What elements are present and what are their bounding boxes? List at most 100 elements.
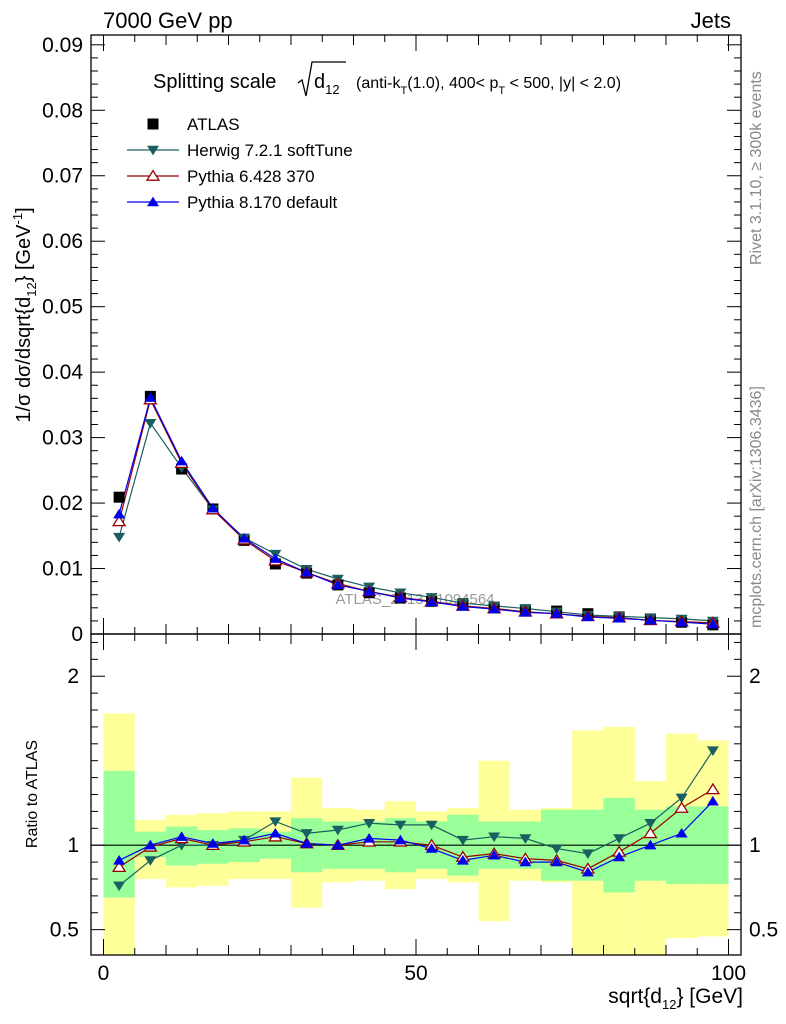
ratio-point-0-8 [363, 819, 376, 829]
main-point-1-0 [113, 532, 126, 543]
main-ytick-label: 0.08 [42, 99, 83, 122]
main-ylabel: 1/σ dσ/dsqrt{d12} [GeV-1] [10, 207, 39, 422]
ratio-point-0-1 [144, 856, 157, 866]
main-ytick-label: 0 [71, 623, 83, 646]
ratio-point-2-10 [425, 843, 438, 853]
ratio-point-1-0 [111, 860, 127, 872]
legend-label-2: Pythia 6.428 370 [187, 167, 315, 186]
main-ytick-label: 0.09 [42, 34, 83, 57]
ratio-point-2-6 [300, 838, 313, 848]
ratio-point-0-2 [175, 840, 188, 851]
ratio-ytick-label: 2 [67, 665, 79, 688]
ratio-ylabel: Ratio to ATLAS [24, 740, 41, 848]
ratio-point-0-14 [550, 844, 563, 854]
ratio-point-2-16 [613, 851, 626, 862]
ratio-series-line-2 [118, 800, 714, 873]
ratio-series [111, 746, 721, 892]
legend-marker-1 [147, 145, 159, 156]
main-frame: 0 0.01 0.02 0.03 0.04 0.05 0.06 0.07 0.08 0.09 [42, 34, 742, 646]
ratio-ytick-label-right: 1 [749, 834, 761, 857]
ratio-point-2-2 [175, 831, 188, 841]
title-d: d12 [314, 71, 340, 97]
main-ytick-label: 0.03 [42, 427, 83, 450]
main-point-1-1 [144, 419, 157, 429]
ratio-point-2-18 [675, 827, 688, 838]
ratio-point-2-3 [206, 838, 219, 848]
main-title: Splitting scale [153, 71, 276, 93]
legend-marker-3 [147, 196, 159, 207]
ratio-point-0-10 [425, 820, 438, 831]
ratio-point-0-7 [331, 825, 344, 836]
ratio-point-0-17 [644, 819, 657, 829]
main-point-3-3 [206, 502, 219, 513]
main-ytick-label: 0.06 [42, 230, 83, 253]
main-point-3-18 [675, 616, 688, 627]
ratio-point-2-1 [144, 839, 157, 850]
ratio-point-0-5 [269, 817, 282, 827]
ratio-point-2-9 [394, 834, 407, 845]
main-point-3-15 [581, 611, 594, 622]
ratio-point-0-6 [300, 829, 313, 839]
ratio-point-2-7 [331, 839, 344, 850]
main-point-3-0 [113, 508, 126, 519]
ratio-point-2-17 [644, 839, 657, 850]
header-right: Jets [691, 8, 731, 33]
main-point-3-13 [519, 606, 532, 617]
header-left: 7000 GeV pp [103, 8, 233, 33]
ratio-point-2-12 [488, 849, 501, 860]
main-point-3-16 [613, 612, 626, 623]
legend-marker-2 [145, 169, 161, 181]
main-point-3-1 [144, 392, 157, 402]
main-point-3-19 [706, 618, 719, 629]
main-point-3-8 [363, 586, 376, 596]
main-point-0-0 [113, 491, 125, 503]
main-point-3-12 [488, 603, 501, 614]
main-point-3-6 [300, 567, 313, 577]
ratio-point-0-16 [613, 834, 626, 844]
main-ytick-label: 0.02 [42, 492, 83, 515]
main-point-3-10 [425, 596, 438, 607]
main-point-3-5 [269, 553, 282, 563]
ratio-point-2-11 [456, 854, 469, 865]
main-ytick-label: 0.01 [42, 558, 83, 581]
main-point-3-2 [175, 455, 188, 466]
ratio-point-2-0 [113, 854, 126, 865]
ratio-point-1-17 [643, 826, 658, 839]
ratio-ytick-label-right: 2 [749, 665, 761, 688]
legend-marker-0 [147, 118, 159, 130]
ratio-point-0-18 [675, 793, 688, 804]
title-main: Splitting scale [153, 71, 276, 93]
main-ytick-label: 0.07 [42, 165, 83, 188]
x-axis-label: sqrt{d12} [GeV] [608, 985, 743, 1012]
ratio-point-2-4 [238, 834, 251, 845]
ratio-point-2-14 [550, 856, 563, 867]
main-ytick-label: 0.04 [42, 361, 83, 384]
ratio-point-0-19 [706, 746, 719, 756]
ratio-point-0-0 [113, 881, 126, 892]
main-series [111, 390, 721, 631]
title-selection: (anti-kT(1.0), 400< pT < 500, |y| < 2.0) [356, 75, 621, 97]
main-point-3-11 [456, 601, 469, 611]
mcplots-credit: mcplots.cern.ch [arXiv:1306.3436] [748, 386, 765, 628]
sqrt-symbol [297, 61, 346, 97]
band-stat-0 [103, 770, 135, 898]
ratio-point-0-13 [519, 834, 532, 844]
ratio-point-0-15 [581, 849, 594, 860]
main-point-3-7 [331, 579, 344, 590]
main-ytick-label: 0.05 [42, 296, 83, 319]
ratio-point-0-9 [394, 820, 407, 831]
legend-label-3: Pythia 8.170 default [187, 193, 338, 212]
rivet-version: Rivet 3.1.10, ≥ 300k events [748, 71, 765, 265]
main-point-3-14 [550, 608, 563, 618]
ratio-point-0-11 [456, 835, 469, 846]
ratio-ytick-label-right: 0.5 [749, 919, 778, 942]
main-point-3-17 [644, 614, 657, 625]
legend: ATLAS Herwig 7.2.1 softTune Pythia 6.428 3… [127, 115, 353, 212]
ratio-point-1-19 [705, 782, 721, 795]
legend-label-1: Herwig 7.2.1 softTune [187, 141, 353, 160]
ratio-ytick-label: 0.5 [50, 919, 79, 942]
xtick-label: 100 [711, 962, 746, 985]
legend-label-0: ATLAS [187, 115, 240, 134]
